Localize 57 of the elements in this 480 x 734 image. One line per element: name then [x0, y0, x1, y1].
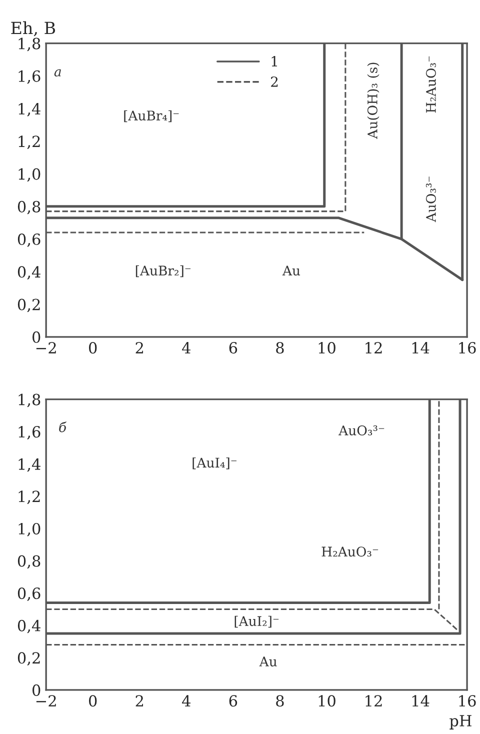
legend-label: 2 [271, 76, 278, 87]
y-tick-label: 0,2 [18, 298, 40, 312]
x-tick-label: 14 [412, 342, 430, 354]
annotation: H₂AuO₃⁻ [426, 56, 436, 113]
x-tick-label: 14 [412, 695, 430, 706]
x-tick-label: 8 [276, 342, 284, 354]
x-tick-label: 8 [276, 695, 284, 707]
y-tick-label: 0,4 [18, 620, 40, 634]
x-tick-label: 0 [89, 342, 97, 354]
x-tick-label: 2 [136, 342, 143, 354]
x-tick-label: 16 [459, 342, 476, 354]
x-tick-label: 0 [89, 695, 97, 707]
x-tick-label: 6 [229, 342, 238, 354]
y-tick-label: 1,2 [18, 136, 40, 150]
y-tick-label: 0,6 [18, 234, 40, 247]
annotation: Au [282, 266, 300, 276]
annotation: Au(OH)₃ (s) [367, 62, 380, 139]
y-tick-label: 0,8 [18, 200, 40, 214]
y-axis-title: Eh, В [11, 21, 56, 36]
x-tick-label: 10 [318, 342, 336, 354]
x-tick-label: 10 [318, 695, 336, 707]
y-tick-label: 1,0 [18, 522, 40, 536]
y-tick-label: 0,4 [18, 266, 40, 280]
y-tick-label: 1,8 [18, 394, 40, 408]
x-tick-label: −2 [36, 695, 56, 706]
annotation: [AuBr₂]⁻ [136, 265, 191, 278]
legend-label: 1 [272, 56, 277, 66]
y-tick-label: 1,4 [18, 103, 40, 116]
y-tick-label: 0,2 [18, 652, 40, 666]
x-axis-title: pH [450, 715, 472, 730]
y-tick-label: 1,6 [18, 426, 40, 440]
annotation: AuO₃³⁻ [338, 425, 384, 436]
annotation: H₂AuO₃⁻ [322, 546, 378, 557]
y-tick-label: 1,6 [18, 70, 40, 84]
annotation: [AuBr₄]⁻ [124, 110, 179, 122]
y-tick-label: 0,6 [18, 588, 40, 601]
annotation: а [54, 69, 61, 76]
annotation: [AuI₄]⁻ [192, 457, 236, 470]
x-tick-label: 12 [366, 342, 382, 354]
annotation: б [59, 422, 67, 432]
annotation: AuO₃³⁻ [426, 176, 436, 222]
annotation: Au [259, 656, 277, 666]
x-tick-label: 4 [182, 342, 190, 354]
y-tick-label: 1,8 [18, 38, 40, 52]
y-tick-label: 1,0 [18, 168, 40, 182]
x-tick-label: 4 [182, 695, 190, 706]
x-tick-label: 6 [229, 695, 238, 707]
y-tick-label: 1,4 [18, 458, 40, 472]
x-tick-label: 12 [366, 695, 382, 706]
x-tick-label: 16 [459, 695, 476, 707]
y-tick-label: 0,8 [18, 555, 40, 569]
y-tick-label: 0 [32, 331, 40, 343]
y-tick-label: 1,2 [18, 490, 40, 504]
x-tick-label: −2 [36, 342, 56, 354]
y-tick-label: 0 [32, 684, 40, 696]
annotation: [AuI₂]⁻ [234, 616, 279, 628]
x-tick-label: 2 [136, 695, 143, 706]
